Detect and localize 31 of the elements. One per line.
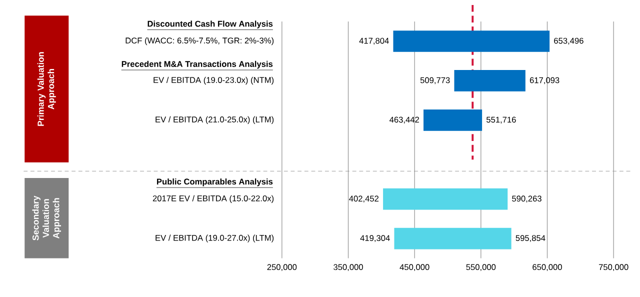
text: Public Comparables Analysis xyxy=(157,178,273,186)
annotation: 402,452 xyxy=(349,195,379,202)
annotation: 590,263 xyxy=(512,195,542,202)
text: Precedent M&A Transactions Analysis xyxy=(122,60,273,68)
text: Primary Valuation Approach xyxy=(37,52,56,126)
y-tick-label: EV / EBITDA (21.0-25.0x) (LTM) xyxy=(156,116,274,124)
annotation: 617,093 xyxy=(530,77,560,84)
y-tick-label: DCF (WACC: 6.5%-7.5%, TGR: 2%-3%) xyxy=(126,37,274,45)
bar xyxy=(394,228,512,249)
x-tick-label: 550,000 xyxy=(466,264,496,271)
annotation: 419,304 xyxy=(360,234,390,242)
y-tick-label: EV / EBITDA (19.0-27.0x) (LTM) xyxy=(156,234,274,242)
x-tick-label: 350,000 xyxy=(334,264,363,271)
y-tick-label: 2017E EV / EBITDA (15.0-22.0x) xyxy=(152,195,274,203)
annotation: 463,442 xyxy=(390,116,419,124)
text: Discounted Cash Flow Analysis xyxy=(148,20,273,28)
annotation: 551,716 xyxy=(486,116,516,124)
x-tick-label: 650,000 xyxy=(532,264,562,271)
bar xyxy=(393,30,550,52)
annotation: 653,496 xyxy=(554,38,584,44)
x-tick-label: 750,000 xyxy=(598,264,628,271)
annotation: 595,854 xyxy=(516,234,546,242)
x-tick-label: 450,000 xyxy=(400,264,430,271)
x-tick-label: 250,000 xyxy=(267,264,297,271)
annotation: 509,773 xyxy=(420,77,450,84)
annotation: 417,804 xyxy=(359,38,389,44)
text: Secondary Valuation Approach xyxy=(32,195,62,240)
bar xyxy=(454,70,526,92)
bar xyxy=(383,188,508,210)
bar xyxy=(424,109,482,131)
y-tick-label: EV / EBITDA (19.0-23.0x) (NTM) xyxy=(154,76,274,84)
